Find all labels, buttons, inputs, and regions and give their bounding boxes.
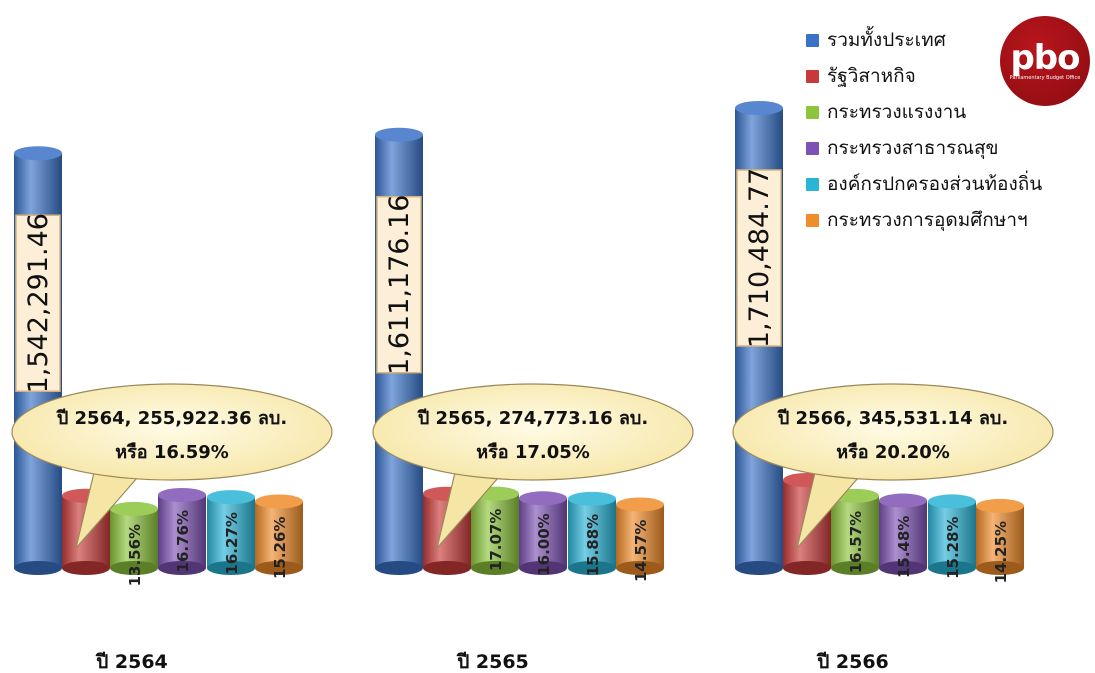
share-label: 15.48% (895, 516, 913, 578)
share-bar (471, 486, 519, 575)
share-label: 16.57% (847, 511, 865, 573)
share-label: 13.56% (126, 524, 144, 586)
share-bar (976, 498, 1024, 575)
legend-label: องค์กรปกครองส่วนท้องถิ่น (827, 173, 1043, 195)
share-bar (110, 501, 158, 575)
share-label: 14.57% (632, 520, 650, 582)
share-label: 15.26% (271, 517, 289, 579)
share-bar (928, 494, 976, 575)
callout-line: ปี 2564, 255,922.36 ลบ. (56, 408, 288, 429)
share-label: 15.88% (584, 514, 602, 576)
share-bar (255, 494, 303, 575)
callout-line: หรือ 17.05% (476, 442, 590, 463)
legend-label: กระทรวงแรงงาน (827, 101, 967, 123)
year-label: ปี 2565 (456, 651, 528, 673)
total-label: 1,542,291.46 (15, 213, 61, 393)
legend-item: รวมทั้งประเทศ (806, 22, 1042, 58)
callout-line: หรือ 20.20% (836, 442, 950, 463)
callout-line: ปี 2566, 345,531.14 ลบ. (777, 408, 1009, 429)
logo-text: pbo (1010, 38, 1080, 78)
share-label: 17.07% (487, 509, 505, 571)
share-bar (158, 487, 206, 575)
legend-swatch (806, 33, 819, 47)
legend-swatch (806, 141, 819, 155)
share-label: 16.00% (535, 513, 553, 575)
share-label: 15.28% (944, 516, 962, 578)
total-label: 1,710,484.77 (736, 168, 782, 348)
legend-swatch (806, 105, 819, 119)
share-bar (207, 490, 255, 575)
share-label: 16.27% (223, 512, 241, 574)
share-bar (879, 493, 927, 575)
legend-item: รัฐวิสาหกิจ (806, 58, 1042, 94)
share-label: 14.25% (992, 521, 1010, 583)
callout: ปี 2565, 274,773.16 ลบ. หรือ 17.05% (372, 383, 694, 549)
share-bar (616, 497, 664, 575)
legend: รวมทั้งประเทศรัฐวิสาหกิจกระทรวงแรงงานกระ… (806, 22, 1042, 238)
callout: ปี 2566, 345,531.14 ลบ. หรือ 20.20% (732, 383, 1054, 549)
legend-item: กระทรวงสาธารณสุข (806, 130, 1042, 166)
legend-label: รัฐวิสาหกิจ (827, 65, 916, 87)
year-label: ปี 2566 (816, 651, 888, 673)
logo-subtitle: Parliamentary Budget Office (1009, 75, 1081, 81)
share-bar (519, 491, 567, 575)
total-label: 1,611,176.16 (376, 195, 422, 375)
legend-swatch (806, 213, 819, 227)
legend-label: กระทรวงสาธารณสุข (827, 137, 999, 159)
year-label: ปี 2564 (95, 651, 167, 673)
legend-item: กระทรวงการอุดมศึกษาฯ (806, 202, 1042, 238)
legend-item: กระทรวงแรงงาน (806, 94, 1042, 130)
legend-swatch (806, 177, 819, 191)
pbo-logo: pbo Parliamentary Budget Office (1000, 16, 1090, 106)
share-bar (568, 491, 616, 575)
svg-text:1,710,484.77: 1,710,484.77 (744, 168, 775, 348)
legend-label: รวมทั้งประเทศ (827, 29, 946, 51)
legend-label: กระทรวงการอุดมศึกษาฯ (827, 209, 1028, 231)
callout-line: ปี 2565, 274,773.16 ลบ. (417, 408, 649, 429)
callout: ปี 2564, 255,922.36 ลบ. หรือ 16.59% (11, 383, 333, 549)
svg-text:1,611,176.16: 1,611,176.16 (384, 195, 415, 375)
legend-swatch (806, 69, 819, 83)
share-label: 16.76% (174, 510, 192, 572)
callout-line: หรือ 16.59% (115, 442, 229, 463)
legend-item: องค์กรปกครองส่วนท้องถิ่น (806, 166, 1042, 202)
svg-text:1,542,291.46: 1,542,291.46 (23, 213, 54, 393)
